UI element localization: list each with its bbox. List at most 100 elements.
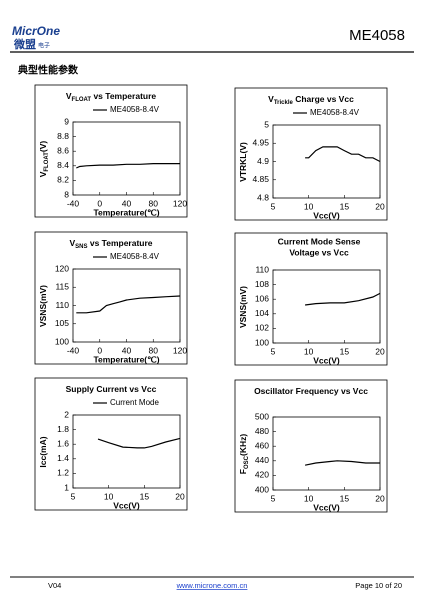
y-axis-label-part: (V) <box>38 141 48 153</box>
y-axis-label: FOSC(KHz) <box>238 434 249 475</box>
x-tick-label: 20 <box>375 201 385 211</box>
x-tick-label: -40 <box>67 198 80 208</box>
x-tick-label: 0 <box>97 345 102 355</box>
x-tick-label: 5 <box>271 346 276 356</box>
x-tick-label: 15 <box>340 493 350 503</box>
y-axis-label: VFLOAT(V) <box>38 141 49 178</box>
footer-url[interactable]: www.microne.com.cn <box>176 581 248 590</box>
chart-title-part: V <box>268 94 274 104</box>
y-axis-label-part: VSNS(mV) <box>238 286 248 328</box>
logo-cn-small: 电子 <box>38 42 50 50</box>
plot-area <box>272 416 381 491</box>
y-tick-label: 500 <box>255 411 269 421</box>
footer-version: V04 <box>48 581 61 590</box>
y-tick-label: 460 <box>255 440 269 450</box>
y-tick-label: 1 <box>64 482 69 492</box>
y-axis-label: VTRKL(V) <box>238 142 248 182</box>
chart-title: VTrickle Charge vs Vcc <box>268 94 354 105</box>
chart-title-part: SNS <box>75 244 87 250</box>
y-tick-label: 420 <box>255 470 269 480</box>
legend-label: Current Mode <box>110 398 159 407</box>
x-tick-label: 5 <box>271 493 276 503</box>
chart: VSNS vs Temperature 100 105 110 115 120 -40 0 40… <box>34 231 188 365</box>
chart: Supply Current vs Vcc 1 1.2 1.4 1.6 1.8 2 5 10 15… <box>34 377 188 511</box>
plot-area <box>72 414 181 489</box>
x-axis-label: Vcc(V) <box>313 210 340 220</box>
y-tick-label: 1.6 <box>57 438 69 448</box>
data-line <box>76 163 180 169</box>
chart-title-part: V <box>66 91 72 101</box>
y-tick-label: 102 <box>255 323 269 333</box>
y-tick-label: 1.8 <box>57 424 69 434</box>
y-axis-label: VSNS(mV) <box>238 286 248 328</box>
x-tick-label: 5 <box>271 201 276 211</box>
y-tick-label: 110 <box>255 264 269 274</box>
y-tick-label: 8.8 <box>57 131 69 141</box>
legend-label: ME4058-8.4V <box>110 105 160 114</box>
chart-title-part: V <box>69 238 75 248</box>
chart-title: Voltage vs Vcc <box>289 247 349 257</box>
y-tick-label: 4.8 <box>257 192 269 202</box>
chart-title-part: Trickle <box>274 100 294 106</box>
x-tick-label: 10 <box>304 346 314 356</box>
y-tick-label: 115 <box>55 282 69 292</box>
x-tick-label: 120 <box>173 345 187 355</box>
y-tick-label: 100 <box>255 337 269 347</box>
data-line <box>97 437 181 449</box>
y-axis-label-part: Icc(mA) <box>38 436 48 467</box>
y-tick-label: 8 <box>64 189 69 199</box>
chart-title: Current Mode Sense <box>278 236 361 246</box>
x-tick-label: 10 <box>104 491 114 501</box>
x-tick-label: 80 <box>149 345 159 355</box>
chart-title: VFLOAT vs Temperature <box>66 91 157 102</box>
y-tick-label: 8.4 <box>57 160 69 170</box>
y-tick-label: 104 <box>255 308 269 318</box>
y-tick-label: 120 <box>55 263 69 273</box>
logo-cn: 微盟 <box>13 37 36 51</box>
legend-label: ME4058-8.4V <box>110 252 160 261</box>
y-axis-label-part: VTRKL(V) <box>238 142 248 182</box>
data-line <box>76 295 181 314</box>
y-tick-label: 8.6 <box>57 145 69 155</box>
x-tick-label: -40 <box>67 345 80 355</box>
y-tick-label: 100 <box>55 336 69 346</box>
y-tick-label: 9 <box>64 116 69 126</box>
y-axis-label-part: OSC <box>244 455 250 469</box>
x-tick-label: 20 <box>375 346 385 356</box>
y-tick-label: 2 <box>64 409 69 419</box>
x-axis-label: Vcc(V) <box>113 500 140 510</box>
chart-title-part: FLOAT <box>72 97 92 103</box>
y-axis-label-part: V <box>38 171 48 177</box>
y-tick-label: 400 <box>255 484 269 494</box>
y-tick-label: 106 <box>255 293 269 303</box>
y-tick-label: 1.4 <box>57 453 69 463</box>
plot-area <box>272 269 381 344</box>
y-tick-label: 105 <box>55 318 69 328</box>
y-axis-label-part: VSNS(mV) <box>38 285 48 327</box>
x-tick-label: 40 <box>122 345 132 355</box>
y-axis-label-part: (KHz) <box>238 434 248 456</box>
chart-title-part: Supply Current vs Vcc <box>66 384 157 394</box>
y-tick-label: 5 <box>264 119 269 129</box>
x-axis-label: Temperature(℃) <box>93 207 159 217</box>
x-tick-label: 15 <box>140 491 150 501</box>
chart-title-part: vs Temperature <box>91 91 156 101</box>
chart-title-part: Charge vs Vcc <box>293 94 354 104</box>
x-axis-label: Vcc(V) <box>313 355 340 365</box>
y-axis-label: VSNS(mV) <box>38 285 48 327</box>
x-axis-label: Vcc(V) <box>313 502 340 512</box>
section-title: 典型性能参数 <box>18 64 79 77</box>
x-tick-label: 20 <box>375 493 385 503</box>
chart-title: VSNS vs Temperature <box>69 238 152 249</box>
chart-title-part: Oscillator Frequency vs Vcc <box>254 386 368 396</box>
y-axis-label-part: F <box>238 469 248 474</box>
y-tick-label: 4.9 <box>257 156 269 166</box>
part-number: ME4058 <box>349 27 405 44</box>
y-axis-label: Icc(mA) <box>38 436 48 467</box>
y-tick-label: 8.2 <box>57 175 69 185</box>
chart-title: Supply Current vs Vcc <box>66 384 157 394</box>
y-axis-label-part: FLOAT <box>44 152 50 172</box>
